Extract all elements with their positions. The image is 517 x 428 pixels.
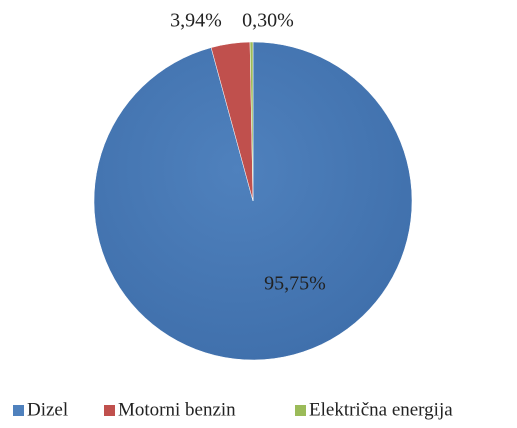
data-label: 3,94% <box>170 10 222 32</box>
legend-label: Električna energija <box>309 399 453 420</box>
legend-swatch <box>13 405 24 416</box>
legend-label: Motorni benzin <box>118 399 236 420</box>
legend-label: Dizel <box>27 399 68 420</box>
legend-swatch <box>104 405 115 416</box>
legend-swatch <box>295 405 306 416</box>
data-label: 0,30% <box>242 10 294 32</box>
pie-slice <box>249 41 254 202</box>
data-label: 95,75% <box>264 273 326 295</box>
